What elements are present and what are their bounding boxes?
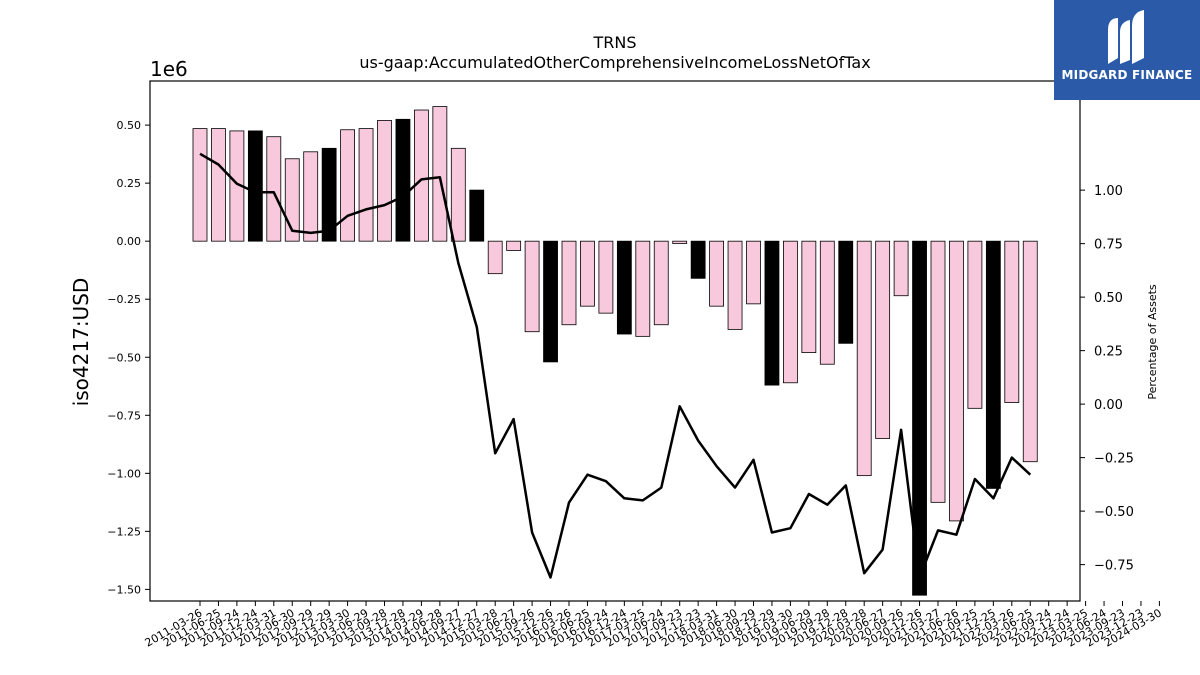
bar-2021-06-26: [949, 240, 964, 522]
y-tick-label: −1.25: [107, 525, 141, 538]
bar-2018-09-29: [746, 240, 761, 305]
bar-2018-03-31: [709, 240, 724, 307]
y-scale-label: 1e6: [150, 57, 188, 81]
bar-2011-12-24: [247, 130, 263, 242]
bar-2021-09-25: [967, 240, 983, 409]
bars-group: [192, 106, 1038, 596]
bar-2015-06-27: [506, 240, 522, 251]
y-tick-label: 0.50: [117, 119, 142, 132]
y-tick-label: −1.50: [107, 583, 141, 596]
bar-2019-12-28: [838, 240, 854, 344]
bar-2015-12-26: [543, 240, 558, 363]
bar-2021-12-25: [985, 240, 1001, 489]
y2-tick-label: −0.50: [1094, 505, 1134, 520]
y2-tick-label: 1.00: [1094, 184, 1123, 199]
chart-subtitle: us-gaap:AccumulatedOtherComprehensiveInc…: [359, 53, 870, 72]
bar-2015-03-28: [487, 240, 503, 275]
y2-tick-label: 0.25: [1094, 345, 1123, 360]
line-group: [199, 152, 1032, 579]
bar-2014-12-27: [469, 189, 485, 242]
bar-2022-03-26: [1004, 240, 1020, 403]
bar-2013-09-28: [377, 120, 392, 242]
bar-2014-03-29: [413, 109, 429, 242]
bar-2013-03-30: [340, 129, 356, 242]
bar-2017-12-23: [690, 240, 706, 279]
bar-2019-06-29: [801, 240, 817, 354]
y-axis-ticks: 0.50 0.25 0.00 −0.25 −0.50 −0.75 −1.00 −1.25 −1.…: [107, 119, 150, 596]
y2-axis-label: Percentage of Assets: [1146, 284, 1159, 400]
x-axis-ticks: 2011-03-262011-06-252011-09-242011-12-24…: [143, 601, 1164, 650]
bar-2017-03-25: [635, 240, 651, 337]
y2-tick-label: 0.00: [1094, 398, 1123, 413]
y-tick-label: 0.00: [117, 235, 142, 248]
bar-2017-06-24: [653, 240, 669, 326]
bar-2014-06-28: [432, 106, 448, 242]
bar-2012-12-29: [321, 147, 337, 242]
y-tick-label: −0.50: [107, 351, 141, 364]
bar-2021-03-27: [930, 240, 946, 503]
bar-2020-03-28: [856, 240, 872, 477]
chart-title: TRNS: [592, 33, 636, 52]
bar-2015-09-26: [524, 240, 540, 333]
y2-axis-ticks: 1.00 0.75 0.50 0.25 0.00 −0.25 −0.50 −0.75: [1080, 184, 1134, 574]
logo-text: MIDGARD FINANCE: [1061, 68, 1193, 82]
y2-tick-label: −0.25: [1094, 452, 1134, 467]
bar-2013-06-29: [358, 128, 374, 242]
bar-2016-09-24: [598, 240, 614, 314]
y-tick-label: −0.25: [107, 293, 141, 306]
bar-2011-06-25: [211, 128, 226, 242]
bar-2012-09-29: [303, 151, 319, 242]
bar-2018-06-30: [727, 240, 743, 330]
bar-2020-09-26: [893, 240, 909, 297]
bar-2019-03-30: [783, 240, 798, 384]
bar-2011-03-26: [192, 128, 208, 242]
midgard-finance-logo: MIDGARD FINANCE: [1054, 0, 1200, 100]
bar-2020-06-27: [875, 240, 891, 439]
plot-frame: [149, 80, 1081, 602]
y-tick-label: −1.00: [107, 467, 141, 480]
y2-tick-label: 0.75: [1094, 238, 1123, 253]
pct-assets-line: [199, 152, 1032, 579]
bar-2018-12-29: [764, 240, 780, 386]
bar-2013-12-28: [395, 118, 411, 242]
y-tick-label: 0.25: [117, 177, 142, 190]
midgard-m-icon: [1108, 10, 1144, 64]
bar-2020-12-26: [912, 240, 927, 596]
bar-2016-06-25: [580, 240, 595, 307]
y2-tick-label: 0.50: [1094, 291, 1123, 306]
bar-2019-09-28: [819, 240, 835, 365]
bar-2012-03-31: [266, 136, 282, 242]
bar-2016-12-24: [616, 240, 632, 335]
bar-2017-09-23: [672, 240, 688, 244]
y2-tick-label: −0.75: [1094, 559, 1134, 574]
bar-2022-06-25: [1022, 240, 1038, 463]
bar-2016-03-26: [561, 240, 577, 326]
bar-2014-09-27: [450, 147, 466, 242]
y-axis-label: iso4217:USD: [69, 278, 93, 407]
y-tick-label: −0.75: [107, 409, 141, 422]
